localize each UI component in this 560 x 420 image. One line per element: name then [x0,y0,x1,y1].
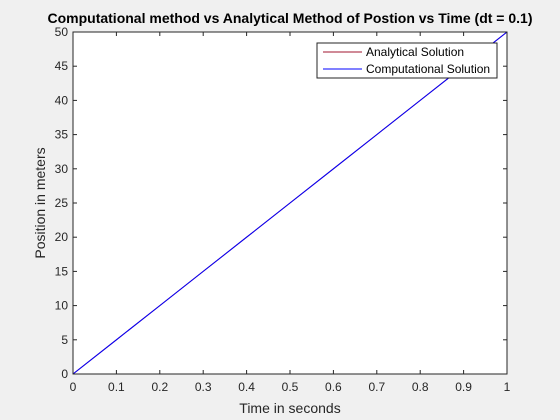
x-tick-label: 0 [70,380,77,394]
legend-box [316,42,498,79]
legend: Analytical Solution Computational Soluti… [316,42,498,79]
x-tick-label: 0.9 [455,380,472,394]
series-line-computational [72,31,508,375]
series-layer [72,31,508,375]
y-tick-label: 5 [61,333,68,347]
legend-label-computational: Computational Solution [366,62,490,76]
y-tick-label: 35 [55,128,69,142]
legend-label-analytical: Analytical Solution [366,45,464,59]
x-tick-label: 0.8 [412,380,429,394]
y-tick-label: 10 [55,299,69,313]
x-tick-label: 0.1 [108,380,125,394]
y-tick-label: 15 [55,264,69,278]
x-tick-label: 1 [504,380,511,394]
y-tick-label: 20 [55,230,69,244]
chart-title: Computational method vs Analytical Metho… [47,10,532,26]
x-axis-label: Time in seconds [239,400,340,416]
x-tick-label: 0.4 [238,380,255,394]
y-tick-label: 0 [61,367,68,381]
y-tick-label: 30 [55,162,69,176]
ticks-layer: 0 0.1 0.2 0.3 0.4 0.5 0.6 0.7 0.8 0.9 105101520253… [55,25,511,394]
x-tick-label: 0.6 [325,380,342,394]
y-tick-label: 25 [55,196,69,210]
x-tick-label: 0.3 [195,380,212,394]
y-tick-label: 45 [55,59,69,73]
y-tick-label: 40 [55,93,69,107]
x-tick-label: 0.5 [282,380,299,394]
x-tick-label: 0.2 [151,380,168,394]
x-tick-label: 0.7 [368,380,385,394]
y-axis-label: Position in meters [32,147,48,258]
y-tick-label: 50 [55,25,69,39]
